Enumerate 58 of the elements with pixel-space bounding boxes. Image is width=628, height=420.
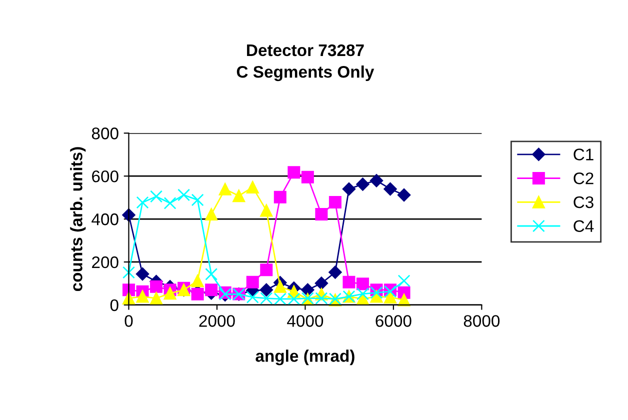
point bbox=[301, 170, 314, 184]
point bbox=[164, 287, 176, 300]
point bbox=[191, 288, 204, 300]
legend-label: C2 bbox=[574, 172, 594, 184]
point bbox=[150, 190, 163, 203]
point bbox=[397, 188, 411, 202]
legend-label: C1 bbox=[574, 148, 594, 160]
point bbox=[398, 274, 410, 288]
y-tick-label: 200 bbox=[92, 256, 118, 268]
x-tick-label: 4000 bbox=[287, 315, 324, 327]
point bbox=[288, 166, 300, 179]
point bbox=[122, 266, 135, 279]
legend-label: C3 bbox=[574, 196, 594, 208]
x-tick-label: 0 bbox=[124, 315, 133, 327]
point bbox=[232, 190, 246, 202]
point bbox=[315, 208, 328, 221]
point bbox=[260, 264, 273, 276]
point bbox=[356, 178, 370, 191]
x-tick-label: 6000 bbox=[376, 315, 412, 327]
point bbox=[356, 278, 369, 290]
x-tick-label: 2000 bbox=[199, 315, 235, 327]
point bbox=[260, 283, 273, 296]
point bbox=[136, 196, 149, 209]
point bbox=[274, 190, 286, 204]
point bbox=[136, 267, 150, 281]
point bbox=[178, 188, 190, 202]
point bbox=[205, 268, 218, 280]
point bbox=[274, 280, 286, 293]
point bbox=[301, 283, 314, 296]
x-tick-label: 8000 bbox=[464, 315, 500, 327]
point bbox=[136, 290, 149, 303]
point bbox=[246, 276, 259, 288]
point bbox=[370, 174, 384, 188]
point bbox=[205, 284, 218, 296]
y-tick-label: 800 bbox=[92, 128, 118, 140]
point bbox=[164, 196, 176, 210]
y-tick-label: 0 bbox=[110, 299, 118, 312]
chart-title: Detector 73287 C Segments Only bbox=[236, 44, 374, 82]
point bbox=[342, 276, 356, 288]
y-axis-title: counts (arb. units) bbox=[70, 147, 86, 292]
point bbox=[328, 266, 342, 279]
point bbox=[218, 182, 232, 196]
legend-label: C4 bbox=[574, 220, 594, 232]
point bbox=[205, 208, 218, 221]
y-tick-label: 600 bbox=[92, 170, 118, 182]
point bbox=[260, 204, 273, 217]
point bbox=[384, 182, 397, 196]
point bbox=[150, 280, 163, 293]
point bbox=[314, 276, 328, 290]
x-axis-title: angle (mrad) bbox=[256, 350, 354, 366]
y-tick-label: 400 bbox=[92, 213, 118, 226]
point bbox=[342, 182, 356, 196]
point bbox=[246, 181, 259, 194]
point bbox=[384, 290, 397, 304]
point bbox=[328, 196, 342, 209]
point bbox=[150, 292, 163, 305]
point bbox=[191, 274, 204, 288]
point bbox=[191, 194, 204, 206]
